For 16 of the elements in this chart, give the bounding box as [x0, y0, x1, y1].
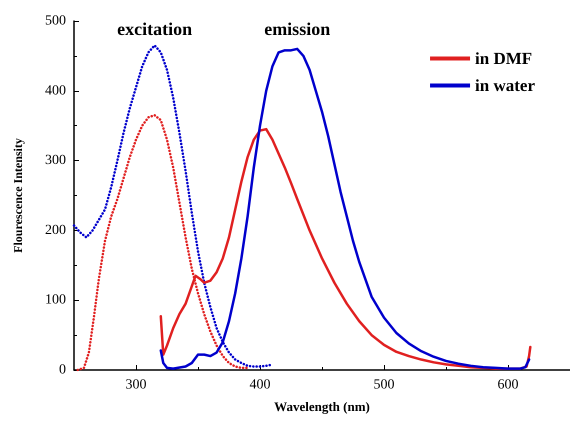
- y-tick-label: 0: [59, 362, 66, 378]
- y-tick-label: 400: [45, 83, 66, 98]
- legend-label: in water: [475, 76, 536, 95]
- y-tick-label: 500: [45, 14, 66, 28]
- legend-label: in DMF: [475, 49, 532, 68]
- y-tick-label: 200: [45, 222, 66, 238]
- y-tick-label: 300: [45, 153, 66, 168]
- x-tick-label: 400: [250, 378, 270, 392]
- annotation: excitation: [117, 19, 192, 39]
- x-tick-label: 600: [498, 378, 518, 392]
- x-tick-label: 500: [374, 378, 394, 392]
- y-axis-title: Flourescence Intensity: [11, 138, 25, 253]
- x-axis-title: Wavelength (nm): [274, 399, 370, 414]
- x-tick-label: 300: [126, 378, 146, 392]
- annotation: emission: [264, 19, 330, 39]
- y-tick-label: 100: [45, 292, 66, 308]
